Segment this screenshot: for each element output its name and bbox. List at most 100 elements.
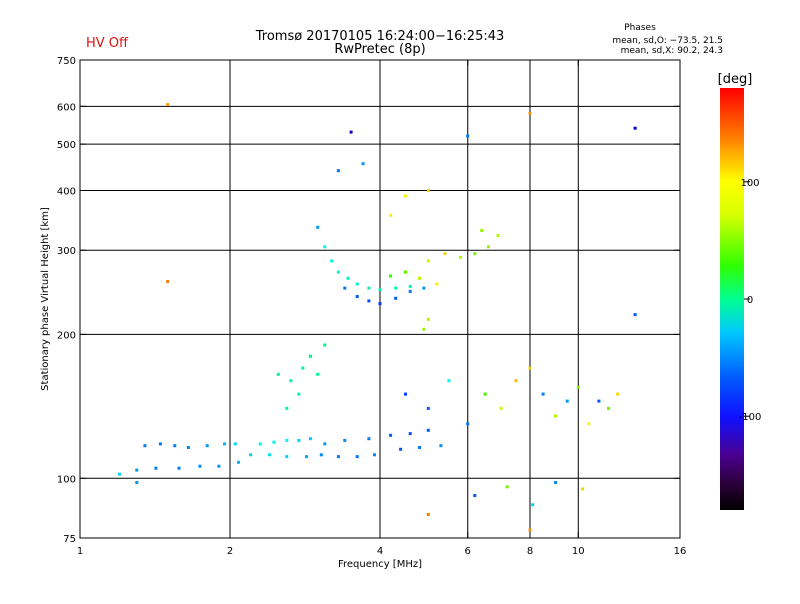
data-point [486, 245, 490, 249]
y-tick-label: 750 [57, 56, 76, 67]
data-point [166, 280, 170, 283]
data-point [217, 464, 221, 468]
data-point [349, 130, 353, 134]
data-point [514, 379, 518, 383]
data-point [496, 234, 500, 237]
data-point [418, 276, 421, 280]
data-point [404, 270, 407, 274]
data-point [404, 194, 407, 198]
data-points [118, 103, 637, 532]
x-tick-label: 4 [377, 546, 383, 557]
data-point [633, 126, 637, 130]
data-point [426, 406, 430, 410]
data-point [426, 189, 430, 192]
data-point [173, 444, 177, 448]
data-point [597, 399, 601, 403]
data-point [426, 317, 430, 321]
data-point [355, 282, 359, 286]
data-point [528, 528, 532, 532]
data-point [308, 354, 312, 358]
data-point [447, 379, 451, 383]
y-tick-label: 100 [57, 474, 76, 485]
data-point [367, 437, 371, 441]
data-point [418, 446, 421, 449]
data-point [367, 299, 371, 303]
colorbar-tick-label: 100 [740, 178, 759, 189]
colorbar-tick-label: 0 [747, 295, 753, 306]
data-point [198, 464, 202, 468]
data-point [408, 284, 412, 288]
data-point [422, 327, 426, 331]
y-tick-label: 500 [57, 140, 76, 151]
data-point [177, 466, 181, 470]
data-point [361, 162, 365, 166]
data-point [394, 296, 398, 300]
data-point [343, 286, 347, 290]
data-point [389, 274, 393, 278]
data-point [587, 422, 591, 426]
chart-title: Tromsø 20170105 16:24:00−16:25:43 [255, 29, 505, 44]
data-point [258, 442, 262, 446]
data-point [541, 392, 545, 396]
data-point [426, 513, 430, 516]
data-point [389, 433, 393, 437]
chart-subtitle: RwPretec (8p) [334, 42, 425, 57]
colorbar [720, 88, 744, 510]
y-axis-label: Stationary phase Virtual Height [km] [40, 207, 51, 391]
data-point [404, 392, 407, 396]
data-point [378, 288, 382, 292]
data-point [336, 169, 340, 173]
data-point [233, 442, 237, 446]
axis-ticks: 1 2 4 6 8 10 16 75 100 200 300 400 500 600 750 [57, 56, 686, 557]
data-point [336, 455, 340, 459]
data-point [565, 399, 569, 403]
data-point [336, 270, 340, 274]
data-point [443, 252, 447, 256]
x-tick-label: 6 [465, 546, 471, 557]
data-point [297, 438, 301, 442]
data-point [576, 385, 580, 389]
x-tick-label: 10 [572, 546, 585, 557]
data-point [633, 313, 637, 317]
data-point [285, 406, 289, 410]
data-point [330, 259, 334, 263]
data-point [426, 259, 430, 263]
data-point [316, 372, 320, 376]
legend-title: Phases [624, 23, 656, 33]
data-point [297, 392, 301, 396]
data-point [473, 494, 477, 498]
data-point [301, 366, 305, 370]
data-point [308, 437, 312, 441]
data-point [499, 406, 503, 410]
data-point [323, 245, 327, 249]
data-point [435, 282, 439, 286]
data-point [480, 228, 484, 232]
data-point [272, 440, 276, 444]
x-tick-label: 16 [674, 546, 687, 557]
data-point [223, 442, 226, 446]
data-point [323, 343, 327, 347]
data-point [373, 453, 376, 457]
data-point [319, 453, 323, 457]
data-point [355, 455, 359, 459]
data-point [581, 487, 585, 491]
data-point [483, 392, 487, 396]
data-point [346, 276, 350, 280]
data-point [135, 468, 139, 472]
data-point [426, 428, 430, 432]
data-point [408, 289, 412, 293]
data-point [158, 442, 162, 446]
colorbar-ticks: 100 0 -100 [739, 178, 762, 423]
data-point [305, 455, 309, 459]
colorbar-unit: [deg] [718, 72, 753, 87]
data-point [466, 422, 470, 426]
data-point [276, 372, 280, 376]
data-point [466, 134, 470, 138]
data-point [343, 438, 347, 442]
data-point [378, 302, 382, 306]
legend-line-x: mean, sd,X: 90.2, 24.3 [621, 46, 723, 56]
data-point [367, 286, 371, 290]
x-tick-label: 8 [527, 546, 533, 557]
data-point [473, 252, 477, 256]
